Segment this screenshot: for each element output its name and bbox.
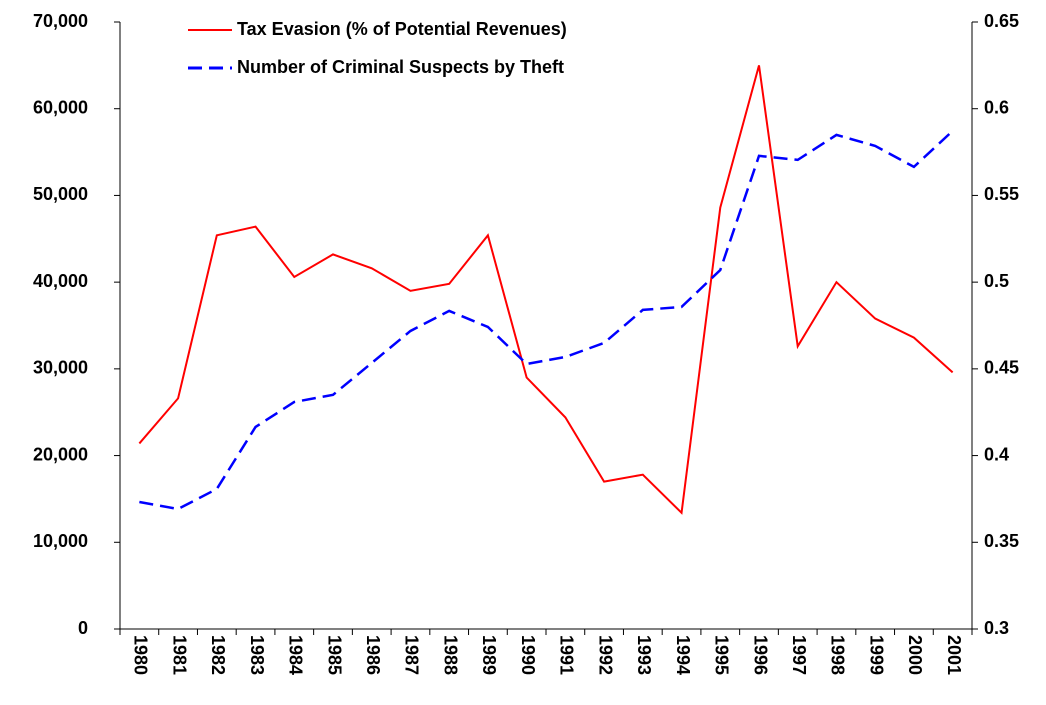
x-tick-label: 1992 — [595, 635, 615, 675]
x-tick-label: 2000 — [905, 635, 925, 675]
y-tick-label: 40,000 — [33, 271, 88, 291]
legend-label: Number of Criminal Suspects by Theft — [237, 57, 564, 77]
x-tick-label: 1987 — [402, 635, 422, 675]
x-tick-label: 1990 — [518, 635, 538, 675]
legend-label: Tax Evasion (% of Potential Revenues) — [237, 19, 567, 39]
y-tick-label: 10,000 — [33, 531, 88, 551]
y-tick-label: 20,000 — [33, 444, 88, 464]
series-line — [139, 129, 954, 511]
x-tick-label: 2001 — [944, 635, 964, 675]
y2-tick-label: 0.45 — [984, 358, 1019, 378]
x-tick-label: 1993 — [634, 635, 654, 675]
x-tick-label: 1999 — [866, 635, 886, 675]
y-tick-label: 30,000 — [33, 358, 88, 378]
x-tick-label: 1998 — [828, 635, 848, 675]
y2-tick-label: 0.5 — [984, 271, 1009, 291]
y2-tick-label: 0.35 — [984, 531, 1019, 551]
y-tick-label: 0 — [78, 618, 88, 638]
x-tick-label: 1988 — [440, 635, 460, 675]
x-tick-label: 1994 — [673, 635, 693, 675]
x-tick-label: 1983 — [247, 635, 267, 675]
series-line — [138, 65, 954, 515]
x-tick-label: 1996 — [750, 635, 770, 675]
x-tick-label: 1991 — [557, 635, 577, 675]
x-tick-label: 1981 — [169, 635, 189, 675]
y-tick-label: 50,000 — [33, 184, 88, 204]
x-tick-label: 1997 — [789, 635, 809, 675]
y2-tick-label: 0.4 — [984, 444, 1009, 464]
y-tick-label: 60,000 — [33, 97, 88, 117]
x-tick-label: 1985 — [324, 635, 344, 675]
x-tick-label: 1980 — [131, 635, 151, 675]
y-tick-label: 70,000 — [33, 11, 88, 31]
x-tick-label: 1982 — [208, 635, 228, 675]
y2-tick-label: 0.65 — [984, 11, 1019, 31]
x-tick-label: 1986 — [363, 635, 383, 675]
x-tick-label: 1989 — [479, 635, 499, 675]
y2-tick-label: 0.3 — [984, 618, 1009, 638]
x-tick-label: 1995 — [712, 635, 732, 675]
y2-tick-label: 0.55 — [984, 184, 1019, 204]
x-tick-label: 1984 — [286, 635, 306, 675]
y2-tick-label: 0.6 — [984, 97, 1009, 117]
